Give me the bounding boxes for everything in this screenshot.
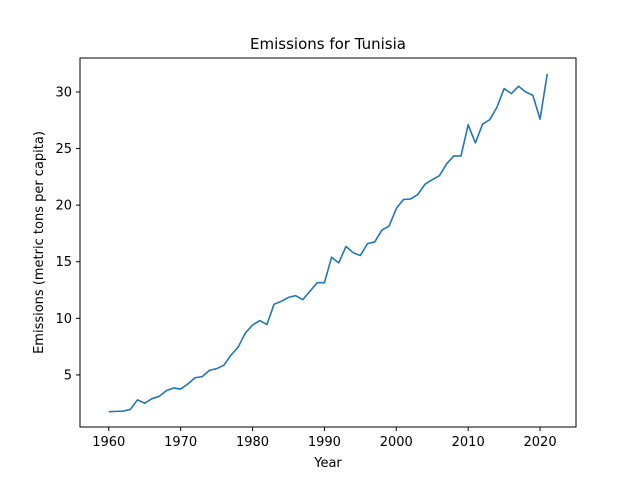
plot-frame [79, 57, 577, 428]
x-tick-label: 2000 [380, 435, 413, 450]
y-tick-label: 30 [55, 85, 72, 100]
y-tick-label: 5 [64, 368, 72, 383]
y-tick-label: 25 [55, 142, 72, 157]
x-tick-label: 1990 [308, 435, 341, 450]
x-tick-label: 1980 [236, 435, 269, 450]
x-tick-label: 2020 [524, 435, 557, 450]
x-tick-label: 1960 [92, 435, 125, 450]
x-tick-label: 1970 [164, 435, 197, 450]
y-tick-label: 15 [55, 255, 72, 270]
y-tick-label: 20 [55, 199, 72, 214]
x-axis-label: Year [313, 456, 342, 471]
y-tick-label: 10 [55, 312, 72, 327]
series-line-tunisia [108, 73, 549, 413]
y-axis-label: Emissions (metric tons per capita) [32, 131, 47, 354]
chart-title: Emissions for Tunisia [250, 35, 406, 53]
x-tick-label: 2010 [452, 435, 485, 450]
